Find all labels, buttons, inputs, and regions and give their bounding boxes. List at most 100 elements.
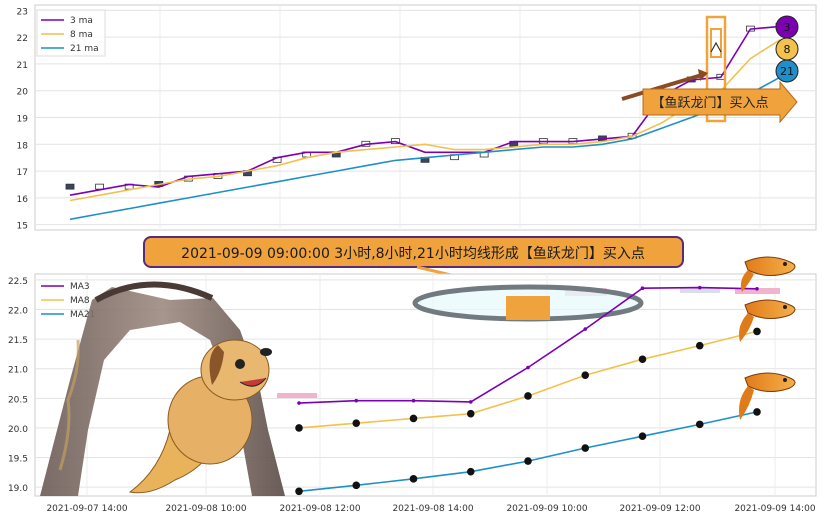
breakout-candle-box bbox=[710, 28, 722, 58]
bottom-point-MA8 bbox=[695, 341, 704, 350]
top-candle bbox=[65, 183, 75, 190]
bottom-y-tick-label: 19.5 bbox=[8, 455, 28, 465]
legend-label-8ma: 8 ma bbox=[70, 30, 93, 40]
carp-body bbox=[744, 256, 796, 276]
bottom-x-tick-label: 2021-09-09 14:00 bbox=[734, 504, 815, 514]
bottom-y-tick-label: 20.5 bbox=[8, 395, 28, 405]
top-candle bbox=[95, 183, 104, 190]
carp-tail bbox=[739, 386, 754, 420]
bottom-point-MA8 bbox=[581, 371, 590, 380]
end-markers: 3 8 21 bbox=[775, 15, 799, 83]
top-y-tick-labels: 15 16 17 18 19 20 21 22 23 bbox=[17, 7, 29, 231]
top-panel: 15 16 17 18 19 20 21 22 23 3 ma 8 ma 21 ma 3 8 2… bbox=[17, 4, 817, 232]
top-legend: 3 ma 8 ma 21 ma bbox=[36, 9, 106, 57]
bottom-point-MA21 bbox=[524, 457, 532, 465]
carp-tail bbox=[740, 270, 754, 292]
bottom-point-MA21 bbox=[466, 467, 475, 476]
bottom-point-MA21 bbox=[695, 420, 704, 429]
bottom-x-tick-label: 2021-09-08 12:00 bbox=[279, 504, 360, 514]
top-series-line-8ma bbox=[69, 39, 781, 202]
top-y-tick-label: 16 bbox=[17, 195, 29, 205]
carp-body bbox=[744, 299, 796, 319]
bottom-point-MA8 bbox=[638, 355, 647, 364]
bottom-y-tick-label: 22.5 bbox=[8, 277, 28, 287]
bottom-point-MA21 bbox=[638, 432, 647, 441]
bottom-y-tick-label: 21.0 bbox=[8, 366, 28, 376]
bottom-point-MA8 bbox=[753, 327, 761, 336]
top-y-tick-label: 20 bbox=[17, 88, 29, 98]
bottom-point-MA8 bbox=[352, 419, 361, 427]
bottom-panel: 19.0 19.5 20.0 20.5 21.0 21.5 22.0 22.5 2021-09… bbox=[8, 256, 817, 514]
bottom-point-MA3 bbox=[468, 400, 473, 404]
buy-point-label: 【鱼跃龙门】买入点 bbox=[651, 95, 768, 111]
chart-title: 2021-09-09 09:00:00 3小时,8小时,21小时均线形成【鱼跃龙… bbox=[181, 245, 645, 262]
carp-eye bbox=[783, 378, 787, 382]
carp-body bbox=[744, 372, 796, 392]
end-marker-8-label: 8 bbox=[784, 43, 791, 56]
bottom-point-MA8 bbox=[524, 392, 532, 400]
buy-point-annotation: 【鱼跃龙门】买入点 bbox=[621, 69, 798, 124]
title-banner: 2021-09-09 09:00:00 3小时,8小时,21小时均线形成【鱼跃龙… bbox=[143, 236, 684, 295]
dragon-carving bbox=[58, 339, 80, 471]
dog-ear bbox=[209, 345, 224, 385]
bottom-y-tick-label: 19.0 bbox=[8, 484, 28, 494]
top-y-tick-label: 23 bbox=[17, 7, 28, 17]
carp-fish-bottom bbox=[739, 372, 796, 420]
candle-hint bbox=[277, 393, 317, 398]
breakout-highlight-block bbox=[506, 296, 550, 320]
stone-arch bbox=[40, 287, 285, 496]
top-series-line-21ma bbox=[69, 76, 781, 221]
bottom-x-tick-label: 2021-09-09 12:00 bbox=[619, 504, 700, 514]
up-caret-icon bbox=[710, 41, 722, 53]
bottom-point-MA8 bbox=[295, 424, 303, 432]
dragon-gate-illustration bbox=[40, 281, 285, 496]
annotation-pointer-arrow bbox=[621, 72, 706, 101]
top-y-tick-label: 19 bbox=[17, 115, 29, 125]
candle-hint bbox=[735, 288, 780, 294]
carp-fish-top bbox=[740, 256, 796, 292]
top-y-tick-label: 17 bbox=[17, 168, 28, 178]
bottom-y-tick-label: 21.5 bbox=[8, 336, 28, 346]
buy-point-arrow-banner bbox=[642, 80, 798, 124]
candle-hint bbox=[680, 288, 720, 293]
bottom-x-tick-labels: 2021-09-07 14:00 2021-09-08 10:00 2021-09-… bbox=[46, 504, 815, 514]
dog-mouth bbox=[239, 377, 267, 387]
bottom-x-tick-label: 2021-09-08 14:00 bbox=[392, 504, 473, 514]
dog-nose bbox=[260, 348, 272, 356]
bottom-y-tick-label: 22.0 bbox=[8, 307, 28, 317]
bottom-point-MA3 bbox=[697, 285, 702, 290]
title-box bbox=[143, 236, 684, 268]
carp-eye bbox=[783, 262, 787, 266]
dog-eye bbox=[235, 359, 245, 369]
bottom-y-tick-labels: 19.0 19.5 20.0 20.5 21.0 21.5 22.0 22.5 bbox=[8, 277, 28, 494]
bottom-point-MA21 bbox=[581, 444, 590, 452]
arch-top bbox=[94, 281, 214, 303]
top-y-tick-label: 18 bbox=[17, 141, 29, 151]
legend-label-21ma: 21 ma bbox=[70, 44, 99, 54]
bottom-point-MA21 bbox=[409, 475, 418, 483]
bottom-point-MA21 bbox=[295, 487, 303, 496]
carp-tail bbox=[739, 313, 754, 342]
carp-fish-middle bbox=[739, 299, 796, 342]
bottom-x-tick-label: 2021-09-08 10:00 bbox=[165, 504, 246, 514]
dog-fish-illustration bbox=[128, 339, 272, 494]
bottom-point-MA3 bbox=[411, 398, 416, 403]
carp-eye bbox=[783, 305, 787, 309]
bottom-point-MA3 bbox=[583, 327, 588, 331]
bottom-point-MA3 bbox=[526, 365, 530, 370]
top-y-tick-label: 15 bbox=[17, 222, 28, 232]
top-y-tick-label: 21 bbox=[17, 61, 28, 71]
bottom-series-lines bbox=[295, 285, 761, 496]
top-y-tick-label: 22 bbox=[17, 34, 28, 44]
bottom-legend: MA3 MA8 MA21 bbox=[41, 282, 95, 320]
breakout-highlight-box bbox=[705, 15, 727, 123]
bottom-point-MA8 bbox=[409, 414, 418, 423]
bottom-point-MA3 bbox=[640, 286, 645, 291]
bottom-point-MA21 bbox=[352, 481, 361, 490]
bottom-point-MA3 bbox=[755, 287, 759, 291]
end-marker-21-label: 21 bbox=[780, 65, 794, 78]
bottom-point-MA3 bbox=[297, 401, 301, 405]
bottom-point-MA21 bbox=[753, 408, 761, 416]
legend-label-ma8: MA8 bbox=[70, 296, 90, 306]
